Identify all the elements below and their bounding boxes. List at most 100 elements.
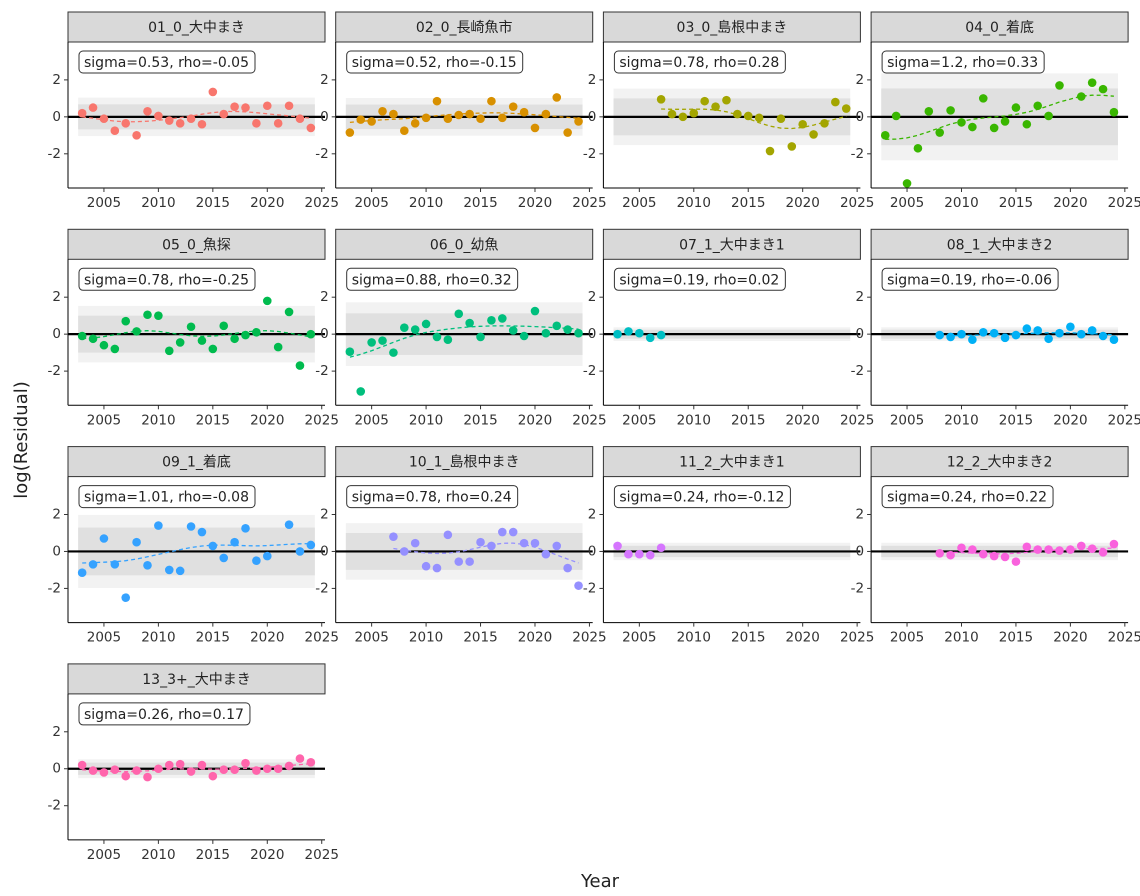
point [208, 771, 218, 781]
point [252, 119, 261, 128]
strip [870, 11, 1129, 43]
point [1022, 119, 1032, 129]
trend-line [82, 330, 311, 340]
annotation-box [78, 702, 251, 726]
point [295, 114, 305, 123]
x-tick-label: 2005 [890, 630, 924, 646]
point [1098, 331, 1108, 341]
strip [335, 446, 594, 478]
point [400, 547, 409, 556]
y-tick-label: 0 [856, 543, 865, 559]
x-tick-label: 2015 [196, 412, 230, 428]
point [1055, 328, 1064, 338]
point [284, 520, 294, 529]
annotation-box [881, 267, 1059, 291]
x-tick-label: 2010 [141, 630, 175, 646]
point [957, 329, 966, 339]
panel: 06_0_幼魚 -2 0 2 2005 2010 2015 2020 2025 sigma=0.8… [315, 228, 607, 428]
x-tick-label: 2020 [250, 412, 284, 428]
y-tick-label: 0 [52, 109, 61, 125]
point [121, 771, 131, 781]
x-tick-label: 2015 [999, 630, 1033, 646]
point [77, 108, 87, 118]
x-tick-label: 2020 [786, 630, 820, 646]
point [1087, 326, 1097, 335]
point [186, 322, 196, 332]
x-tick-label: 2020 [518, 195, 552, 211]
point [1011, 103, 1021, 112]
point [624, 549, 633, 559]
y-tick-label: -2 [315, 580, 328, 596]
point [1055, 546, 1064, 555]
point [186, 522, 196, 531]
point [143, 107, 152, 116]
point [465, 318, 474, 328]
point [978, 549, 988, 559]
point [465, 557, 474, 566]
point [252, 556, 261, 565]
point [99, 114, 109, 123]
point [613, 541, 622, 551]
point [1044, 545, 1053, 554]
strip [602, 446, 861, 478]
point [552, 321, 562, 331]
x-tick-label: 2025 [305, 195, 339, 211]
y-tick-label: 2 [52, 289, 61, 305]
panel: 07_1_大中まき1 -2 0 2 2005 2010 2015 2020 2025 sigma=… [583, 228, 874, 428]
point [77, 760, 87, 770]
point [787, 142, 797, 151]
annotation-box [78, 485, 256, 509]
point [541, 109, 551, 119]
y-tick-label: -2 [851, 580, 864, 596]
y-tick-label: 0 [52, 326, 61, 342]
point [208, 87, 218, 97]
x-tick-label: 2015 [731, 195, 765, 211]
point [765, 146, 775, 156]
point [454, 309, 464, 319]
point [295, 361, 305, 370]
point [552, 93, 562, 102]
strip [67, 446, 326, 478]
x-tick-label: 2015 [196, 847, 230, 863]
point [1066, 545, 1075, 554]
x-tick-label: 2025 [305, 630, 339, 646]
x-tick-label: 2015 [196, 195, 230, 211]
point [389, 348, 398, 357]
x-tick-label: 2005 [622, 630, 656, 646]
point [1076, 329, 1086, 339]
point [175, 338, 185, 347]
panel: 03_0_島根中まき -2 0 2 2005 2010 2015 2020 2025 sigma=… [583, 11, 874, 211]
x-tick-label: 2005 [354, 412, 388, 428]
panel-title: 05_0_魚探 [162, 237, 231, 253]
y-tick-label: -2 [583, 363, 596, 379]
point [262, 296, 272, 306]
x-tick-label: 2025 [840, 195, 874, 211]
point [154, 521, 163, 530]
point [219, 109, 229, 119]
x-tick-label: 2010 [944, 195, 978, 211]
point [1000, 117, 1010, 126]
strip [870, 228, 1129, 260]
annotation-box [346, 50, 524, 74]
x-tick-label: 2020 [786, 412, 820, 428]
point [957, 543, 966, 553]
x-tick-label: 2025 [572, 412, 606, 428]
point [143, 561, 152, 570]
point [989, 123, 999, 133]
point [219, 321, 229, 331]
point [143, 310, 152, 320]
point [410, 325, 420, 334]
point [99, 534, 109, 543]
x-tick-label: 2005 [354, 195, 388, 211]
point [574, 328, 583, 338]
point [476, 332, 485, 342]
point [443, 114, 453, 123]
annotation-box [346, 267, 519, 291]
point [831, 97, 840, 107]
point [432, 332, 442, 342]
point [946, 550, 955, 560]
y-tick-label: -2 [851, 146, 864, 162]
annotation-box [613, 267, 786, 291]
point [1055, 81, 1064, 90]
point [902, 179, 912, 188]
